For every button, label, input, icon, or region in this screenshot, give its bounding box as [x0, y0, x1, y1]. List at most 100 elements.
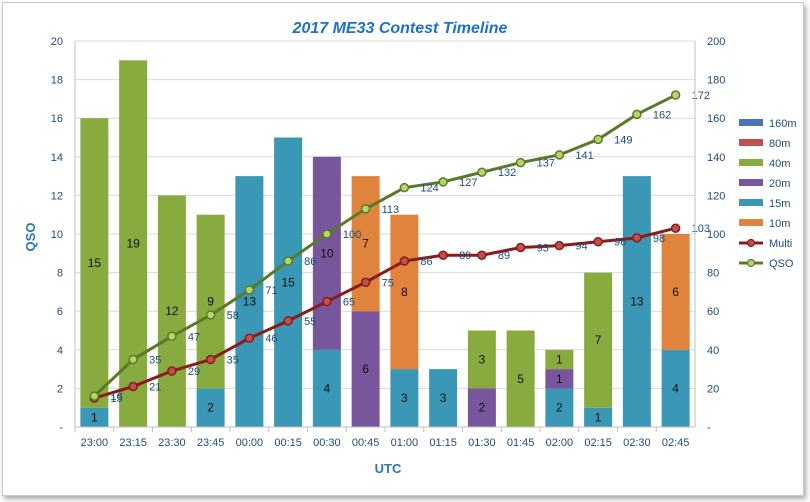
y2-tick-label: 60: [707, 306, 719, 318]
marker-QSO: [283, 256, 293, 266]
line-data-label: 86: [420, 256, 432, 268]
bar-data-label: 19: [126, 237, 140, 251]
bar-15m: [80, 407, 109, 427]
line-data-label: 137: [537, 158, 555, 170]
bar-15m: [622, 176, 651, 427]
bar-15m: [274, 137, 303, 427]
bar-data-label: 1: [556, 352, 563, 366]
bar-15m: [312, 349, 341, 427]
x-tick-label: 00:45: [352, 437, 380, 449]
bar-data-label: 13: [243, 295, 257, 309]
x-tick-label: 02:15: [584, 437, 612, 449]
line-Multi: [93, 226, 676, 400]
marker-QSO: [244, 285, 255, 295]
line-data-label: 127: [459, 177, 477, 189]
y-tick-label: 14: [51, 152, 63, 164]
x-tick-label: 01:30: [468, 437, 496, 449]
bar-data-label: 15: [88, 256, 102, 270]
line-data-label: 55: [304, 316, 316, 328]
y2-tick-label: 160: [707, 113, 725, 125]
bar-data-label: 3: [479, 352, 486, 366]
y-tick-label: 20: [51, 36, 63, 48]
y-tick-label: 2: [57, 383, 63, 395]
chart-svg: 2017 ME33 Contest Timeline UTC QSO 11519…: [23, 20, 797, 476]
y-tick-label: 8: [57, 268, 63, 280]
bar-15m: [584, 407, 613, 427]
bar-40m: [506, 330, 535, 427]
marker-QSO: [670, 90, 681, 100]
y-tick-label: 10: [51, 229, 63, 241]
chart-title: 2017 ME33 Contest Timeline: [292, 20, 508, 37]
bar-data-label: 2: [479, 401, 486, 415]
line-QSO: [93, 93, 677, 398]
line-data-label: 89: [498, 250, 510, 262]
legend-label-15m: 15m: [769, 198, 790, 210]
y2-tick-label: 40: [707, 345, 719, 357]
bar-data-label: 13: [630, 295, 644, 309]
line-data-label: 15: [110, 393, 122, 405]
marker-QSO: [554, 150, 565, 160]
x-tick-label: 23:15: [119, 437, 147, 449]
legend-marker-QSO: [746, 258, 756, 268]
line-data-label: 103: [692, 223, 710, 235]
bar-20m: [351, 311, 380, 427]
bar-data-label: 7: [362, 237, 369, 251]
bar-data-label: 12: [165, 304, 179, 318]
marker-Multi: [322, 296, 332, 307]
legend-label-40m: 40m: [769, 158, 790, 170]
bar-data-label: 15: [281, 275, 295, 289]
bar-20m: [545, 369, 574, 389]
line-data-label: 124: [420, 183, 438, 195]
x-tick-label: 02:30: [623, 437, 651, 449]
legend-swatch-15m: [739, 199, 763, 206]
bar-15m: [661, 349, 690, 427]
bar-40m: [467, 330, 496, 389]
bar-20m: [312, 156, 341, 350]
y-tick-label: -: [59, 422, 63, 434]
bar-15m: [429, 369, 458, 427]
bar-data-label: 2: [556, 401, 563, 415]
marker-Multi: [244, 333, 255, 343]
bar-40m: [157, 195, 186, 427]
x-tick-label: 01:15: [429, 437, 457, 449]
legend-label-20m: 20m: [769, 178, 790, 190]
marker-Multi: [670, 223, 681, 233]
bar-data-label: 9: [207, 295, 214, 309]
marker-Multi: [205, 354, 216, 365]
y-tick-label: 16: [51, 113, 63, 125]
marker-Multi: [128, 381, 138, 392]
marker-QSO: [167, 331, 177, 342]
legend-swatch-40m: [739, 159, 763, 166]
legend-swatch-20m: [739, 179, 763, 186]
line-data-label: 47: [188, 331, 200, 343]
y-tick-label: 6: [57, 306, 63, 318]
line-data-label: 132: [498, 167, 516, 179]
line-data-label: 100: [343, 229, 361, 241]
bar-10m: [351, 176, 380, 312]
legend-swatch-160m: [739, 119, 763, 126]
line-data-label: 93: [537, 243, 549, 255]
marker-QSO: [89, 391, 100, 401]
marker-QSO: [438, 177, 448, 187]
bar-40m: [80, 118, 109, 408]
y-tick-label: 18: [51, 75, 63, 87]
line-data-label: 29: [188, 366, 200, 378]
bar-40m: [545, 349, 574, 370]
y-axis-label: QSO: [23, 223, 38, 252]
bar-40m: [119, 60, 148, 428]
bar-15m: [196, 388, 225, 427]
x-tick-label: 00:00: [236, 437, 264, 449]
marker-Multi: [515, 242, 526, 253]
line-data-label: 21: [149, 381, 161, 393]
y2-tick-label: 200: [707, 36, 725, 48]
x-tick-label: 00:15: [274, 437, 302, 449]
marker-QSO: [593, 134, 603, 145]
marker-Multi: [593, 236, 603, 247]
line-data-label: 71: [265, 285, 277, 297]
x-tick-label: 02:00: [546, 437, 574, 449]
bar-data-label: 4: [672, 381, 679, 395]
line-data-label: 16: [110, 391, 122, 403]
line-data-label: 35: [227, 354, 239, 366]
x-tick-label: 00:30: [313, 437, 341, 449]
line-data-label: 149: [614, 134, 632, 146]
